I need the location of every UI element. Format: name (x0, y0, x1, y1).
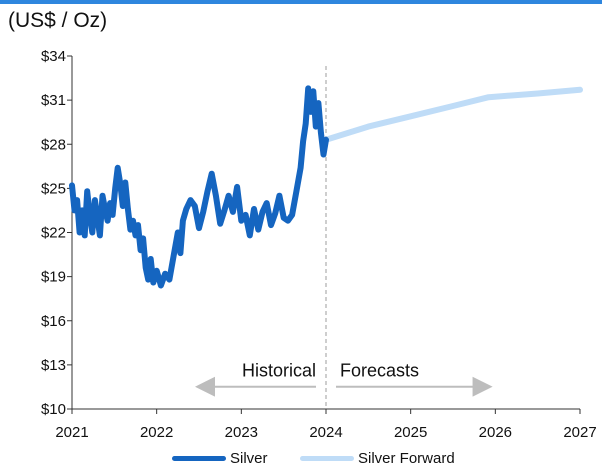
x-axis: 2021 2022 2023 2024 2025 2026 2027 (55, 408, 597, 441)
x-tick-label: 2023 (225, 424, 258, 441)
legend-label-silver: Silver (230, 450, 268, 467)
legend-swatch-silver (172, 456, 226, 461)
unit-label: (US$ / Oz) (8, 9, 108, 32)
top-accent-bar (0, 0, 602, 4)
y-tick-label: $13 (41, 357, 66, 374)
series-line-silver (69, 85, 329, 289)
y-tick-label: $16 (41, 313, 66, 330)
x-tick-label: 2024 (309, 424, 342, 441)
series-line-silver-forward (323, 86, 583, 143)
silver-price-chart: $10 $13 $16 $19 $22 $25 $28 $31 $34 2021 2022 2023… (41, 48, 597, 441)
y-tick-label: $19 (41, 269, 66, 286)
y-axis: $10 $13 $16 $19 $22 $25 $28 $31 $34 (41, 48, 73, 418)
legend: Silver Silver Forward (0, 450, 602, 470)
x-tick-label: 2025 (394, 424, 427, 441)
series-layer (69, 85, 583, 289)
x-tick-label: 2027 (563, 424, 596, 441)
historical-annotation: Historical (242, 361, 316, 381)
y-tick-label: $22 (41, 225, 66, 242)
legend-label-forward: Silver Forward (358, 450, 455, 467)
y-tick-label: $31 (41, 92, 66, 109)
x-tick-label: 2021 (55, 424, 88, 441)
legend-item-silver: Silver (172, 450, 268, 467)
x-tick-label: 2022 (140, 424, 173, 441)
y-tick-label: $25 (41, 180, 66, 197)
forecasts-annotation: Forecasts (340, 361, 419, 381)
legend-item-forward: Silver Forward (300, 450, 455, 467)
x-tick-label: 2026 (479, 424, 512, 441)
y-tick-label: $28 (41, 136, 66, 153)
legend-swatch-forward (300, 456, 354, 461)
y-tick-label: $10 (41, 401, 66, 418)
y-tick-label: $34 (41, 48, 66, 65)
